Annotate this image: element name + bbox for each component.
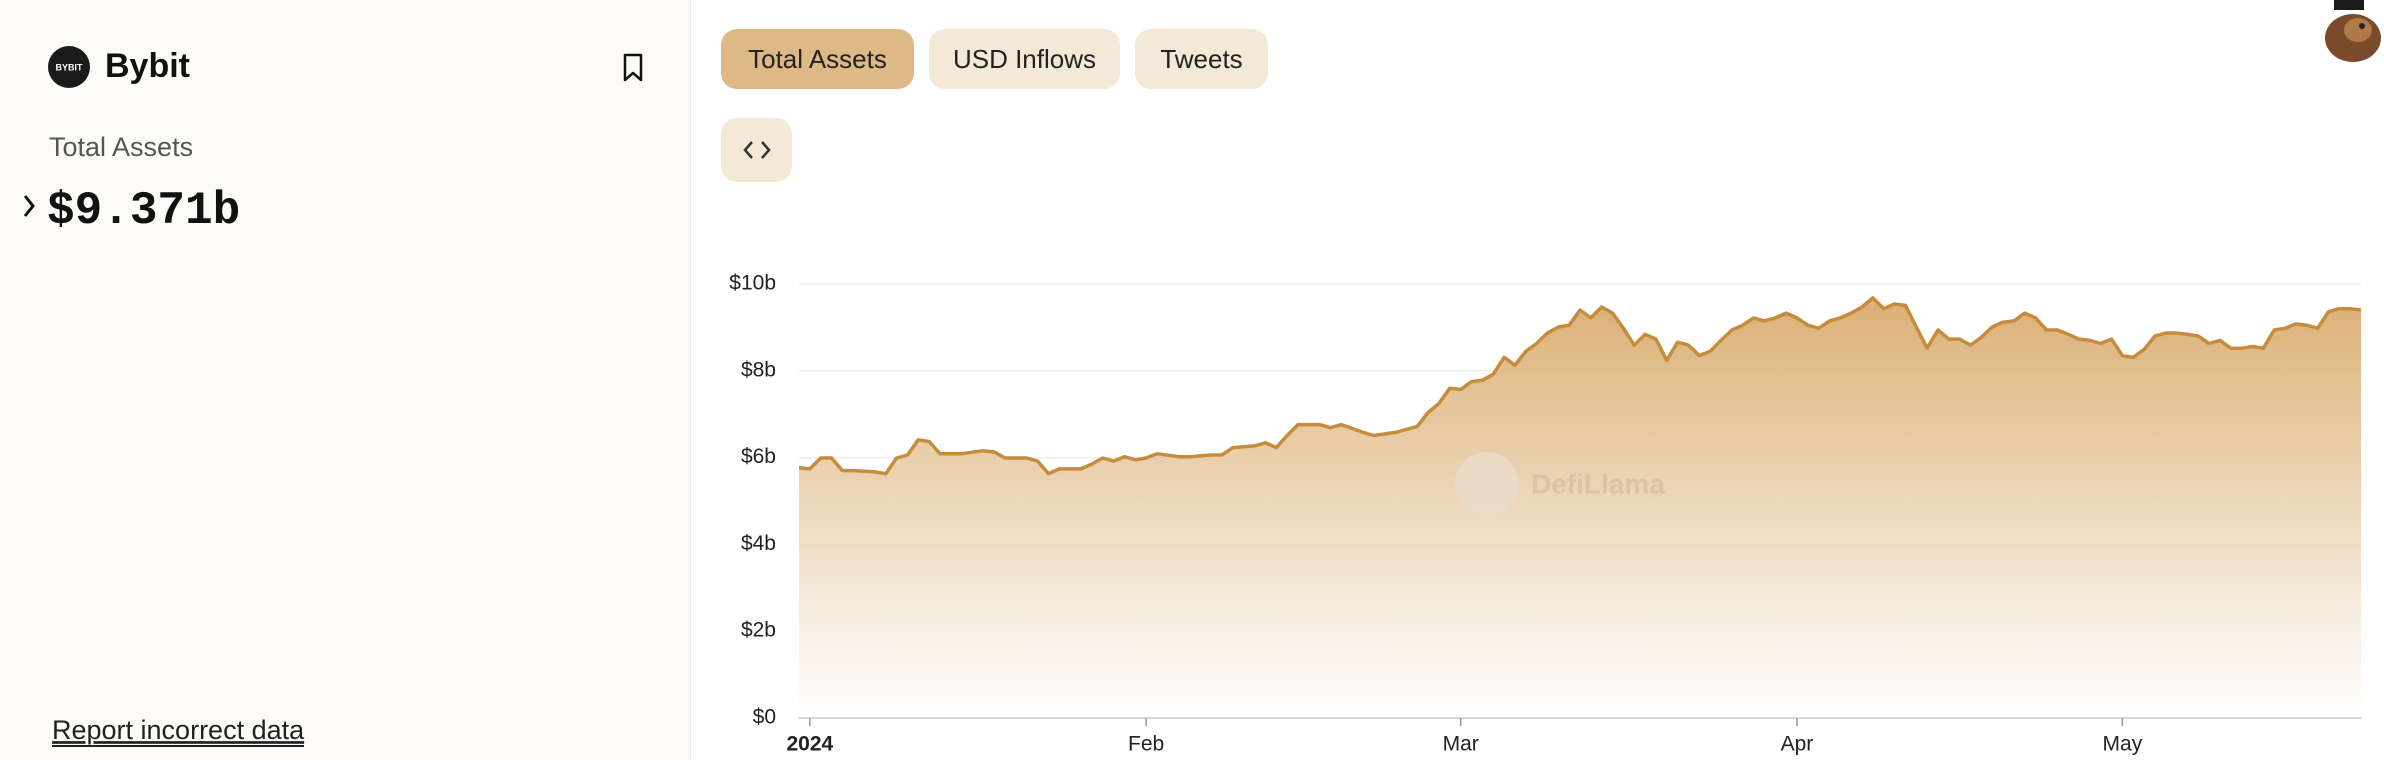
y-tick-label: $8b (741, 358, 776, 381)
metric-value: $9.371b (47, 185, 240, 237)
sidebar-graphics: BYBIT Bybit Total Assets $9.371b Report … (23, 46, 643, 747)
y-tick-label: $0 (753, 706, 776, 729)
line (798, 296, 2362, 476)
avatar[interactable] (2322, 0, 2384, 64)
logo-text: BYBIT (56, 62, 84, 72)
expand-icon[interactable] (23, 195, 35, 217)
protocol-name: Bybit (105, 47, 190, 85)
x-tick-label: 2024 (786, 733, 833, 756)
y-tick-label: $6b (741, 445, 776, 468)
tab[interactable]: USD Inflows (929, 29, 1120, 89)
area-fill (799, 297, 2361, 718)
y-tick-label: $2b (741, 619, 776, 642)
bookmark-icon[interactable] (623, 53, 643, 82)
y-tick-label: $10b (729, 272, 776, 295)
logo (48, 46, 90, 88)
y-tick-label: $4b (741, 532, 776, 555)
x-tick-label: Mar (1443, 733, 1479, 756)
x-tick-label: May (2103, 733, 2143, 756)
x-tick-label: Apr (1781, 733, 1814, 756)
x-tick-label: Feb (1128, 733, 1164, 756)
embed-icon (742, 141, 771, 159)
watermark-icon (1455, 452, 1519, 516)
report-link[interactable]: Report incorrect data (52, 715, 305, 745)
metric-label: Total Assets (49, 132, 193, 162)
sidebar: BYBIT Bybit Total Assets $9.371b Report … (0, 0, 691, 760)
tab[interactable]: Total Assets (721, 29, 914, 89)
tab[interactable]: Tweets (1135, 29, 1268, 89)
watermark: DefiLlama (1531, 468, 1665, 499)
embed-button[interactable] (721, 118, 792, 182)
